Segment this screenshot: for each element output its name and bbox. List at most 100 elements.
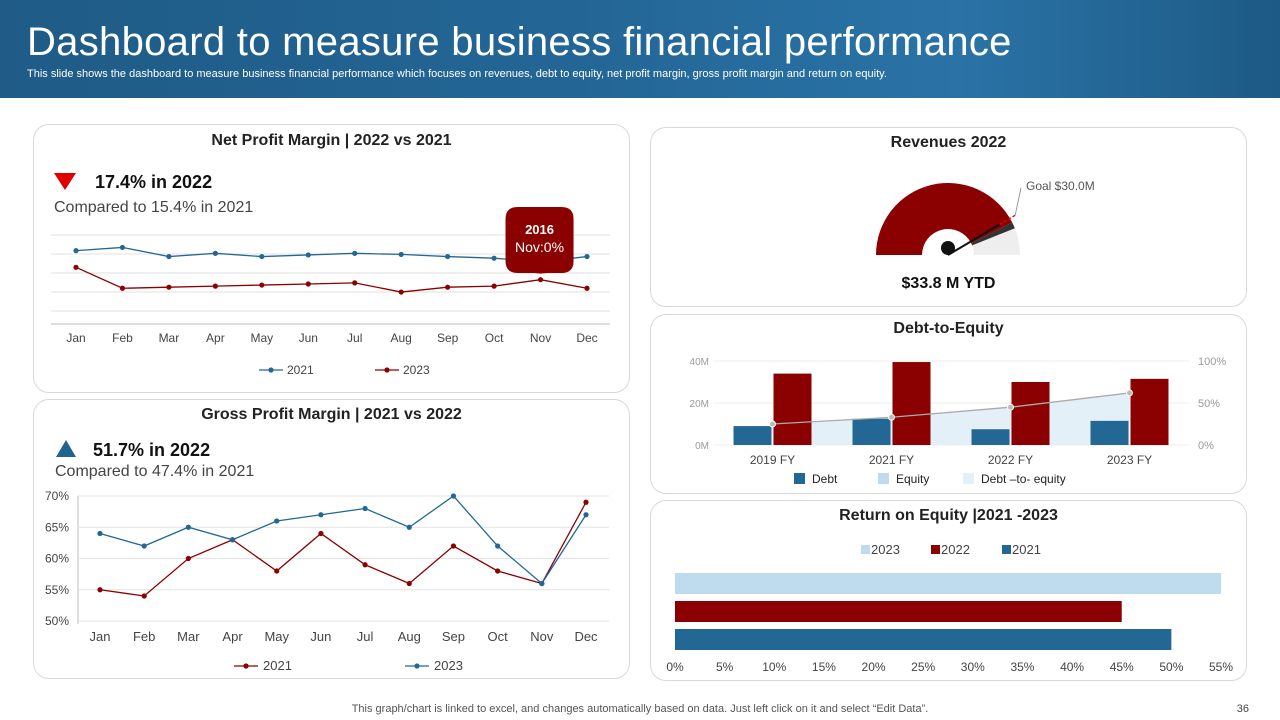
x-tick-label: Nov: [530, 629, 554, 644]
data-point-2023: [539, 580, 545, 587]
gauge-edge: [971, 222, 1015, 246]
data-point-2023: [398, 289, 404, 295]
y-tick-label-left: 40M: [690, 357, 709, 368]
revenues-panel: Revenues 2022 Goal $30.0M $33.8 M YTD: [650, 127, 1247, 307]
data-point-2021: [305, 252, 311, 258]
x-tick-label: 2022 FY: [988, 453, 1033, 467]
revenues-title: Revenues 2022: [890, 134, 1007, 151]
x-tick-label: Dec: [576, 331, 597, 345]
ratio-area: [772, 392, 1130, 445]
data-point-2021: [259, 253, 265, 260]
gross-profit-margin-panel: Gross Profit Margin | 2021 vs 2022 51.7%…: [33, 399, 630, 679]
legend-marker-2023: [384, 367, 390, 373]
legend-label: Debt –to- equity: [981, 472, 1066, 486]
goal-leader-line: [1014, 187, 1022, 216]
ratio-point: [1126, 389, 1133, 397]
bar-2021: [675, 629, 1172, 650]
legend-label-2021: 2021: [287, 363, 314, 377]
legend-swatch-2023: [861, 545, 870, 554]
legend-label-2023: 2023: [871, 542, 900, 557]
y-tick-label-right: 100%: [1198, 356, 1226, 368]
legend-marker-2023: [414, 663, 420, 669]
x-tick-label: Feb: [112, 331, 133, 345]
y-tick-label-left: 20M: [690, 399, 709, 410]
legend-swatch-2021: [1002, 545, 1011, 554]
legend-swatch: [878, 473, 889, 484]
data-point-2021: [97, 587, 103, 593]
debt-to-equity-chart: 0M 20M 40M 0% 50% 100% 2019 FY 2021 FY 2022 FY 20…: [690, 356, 1227, 486]
page-subtitle: This slide shows the dashboard to measur…: [27, 68, 887, 80]
data-point-2023: [450, 493, 457, 499]
x-tick-label: Jul: [347, 331, 362, 345]
y-tick-label-left: 0M: [695, 441, 709, 452]
legend-label-2023: 2023: [403, 363, 430, 377]
data-point-2023: [495, 543, 501, 549]
tooltip-title: 2016: [525, 222, 554, 237]
x-tick-label: Oct: [485, 331, 504, 345]
series-line-2023: [75, 266, 588, 293]
data-point-2021: [73, 248, 79, 254]
x-tick-label: 35%: [1010, 660, 1034, 674]
data-point-2021: [318, 530, 324, 537]
bar-debt: [971, 429, 1010, 445]
x-tick-label: Mar: [177, 629, 200, 644]
legend-swatch-2022: [931, 545, 940, 554]
y-tick-label-right: 50%: [1198, 398, 1220, 410]
net-profit-margin-chart: Jan Feb Mar Apr May Jun Jul Aug Sep Oct Nov Dec 2016…: [51, 207, 610, 377]
ratio-point: [1007, 403, 1014, 411]
data-point-2021: [495, 568, 501, 574]
data-point-2023: [212, 283, 218, 289]
legend-marker-2021: [243, 663, 249, 669]
legend-label: Equity: [896, 472, 929, 486]
return-on-equity-title: Return on Equity |2021 -2023: [839, 507, 1058, 524]
return-on-equity-panel: Return on Equity |2021 -2023 2023 2022 202…: [650, 500, 1247, 681]
x-tick-label: Apr: [206, 331, 225, 345]
bar-debt: [733, 426, 772, 445]
data-point-2023: [259, 282, 265, 288]
x-tick-label: 45%: [1110, 660, 1134, 674]
data-point-2021: [119, 244, 126, 251]
data-point-2021: [398, 251, 404, 258]
footer-note: This graph/chart is linked to excel, and…: [351, 703, 929, 715]
x-tick-label: 40%: [1060, 660, 1084, 674]
legend-marker-2021: [268, 367, 274, 373]
x-tick-label: Oct: [488, 629, 509, 644]
trend-up-icon: [56, 440, 76, 457]
legend-label-2023: 2023: [434, 658, 463, 673]
series-line-2021: [75, 246, 588, 263]
y-tick-label: 60%: [45, 552, 69, 566]
ratio-line: [772, 392, 1130, 425]
data-point-2023: [445, 284, 451, 290]
x-tick-label: Jun: [299, 331, 318, 345]
x-tick-label: Aug: [398, 629, 421, 644]
x-tick-label: Feb: [133, 629, 155, 644]
header-banner: Dashboard to measure business financial …: [0, 0, 1280, 98]
page-number: 36: [1236, 703, 1249, 715]
trend-down-icon: [54, 173, 76, 190]
data-point-2023: [537, 277, 544, 283]
data-point-2021: [166, 253, 172, 260]
data-point-2021: [362, 562, 368, 568]
bar-equity: [773, 373, 812, 445]
y-tick-label-right: 0%: [1198, 440, 1214, 452]
ratio-point: [769, 420, 776, 428]
legend-label-2022: 2022: [941, 542, 970, 557]
gauge-hub: [941, 241, 955, 255]
y-tick-label: 50%: [45, 614, 69, 628]
net-profit-margin-headline: 17.4% in 2022: [95, 172, 213, 192]
net-profit-margin-comparison: Compared to 15.4% in 2021: [54, 199, 254, 216]
x-tick-label: 25%: [911, 660, 935, 674]
data-point-2023: [274, 518, 280, 524]
x-tick-label: 50%: [1159, 660, 1183, 674]
revenues-value-label: $33.8 M YTD: [901, 275, 996, 292]
bar-debt: [1090, 420, 1129, 445]
data-point-2021: [352, 250, 358, 256]
gauge-needle: [947, 223, 1001, 256]
debt-to-equity-panel: Debt-to-Equity 0M 20M 40M 0% 50% 100% 2019 FY 2…: [650, 314, 1247, 494]
bar-equity: [1011, 382, 1050, 445]
x-tick-label: Dec: [574, 629, 598, 644]
x-tick-label: Jun: [310, 629, 331, 644]
x-tick-label: 0%: [666, 660, 684, 674]
net-profit-margin-panel: Net Profit Margin | 2022 vs 2021 17.4% i…: [33, 124, 630, 393]
data-point-2021: [274, 568, 280, 574]
